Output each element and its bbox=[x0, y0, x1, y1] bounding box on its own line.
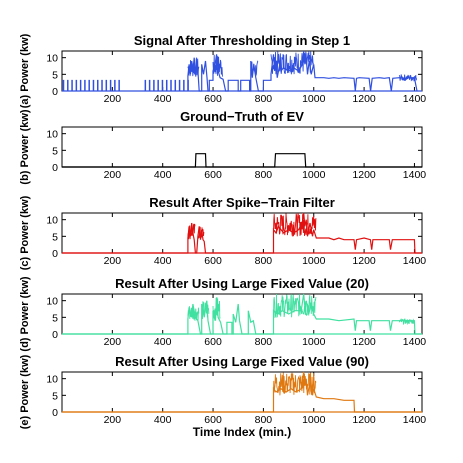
panel-0: Signal After Thresholding in Step 1 (a) P… bbox=[19, 33, 426, 108]
series-line bbox=[62, 293, 422, 335]
series-dense bbox=[398, 74, 418, 82]
x-tick-label: 1400 bbox=[403, 414, 427, 426]
series-line bbox=[62, 212, 422, 254]
series-line bbox=[62, 153, 422, 168]
x-tick-label: 400 bbox=[154, 169, 172, 181]
x-tick-label: 1200 bbox=[352, 169, 376, 181]
axes-box bbox=[61, 212, 423, 254]
x-tick-label: 600 bbox=[204, 414, 222, 426]
y-tick-label: 10 bbox=[46, 296, 58, 308]
x-tick-label: 200 bbox=[104, 414, 122, 426]
x-tick-label: 1000 bbox=[302, 255, 326, 267]
axes-box bbox=[61, 50, 423, 92]
x-tick-label: 1200 bbox=[352, 336, 376, 348]
x-axis-label: Time Index (min.) bbox=[193, 425, 291, 439]
x-tick-label: 200 bbox=[104, 336, 122, 348]
x-tick-label: 1200 bbox=[352, 255, 376, 267]
y-axis-label: (e) Power (kw) bbox=[19, 354, 31, 429]
series-dense bbox=[273, 293, 317, 319]
x-tick-label: 1400 bbox=[403, 255, 427, 267]
x-tick-label: 1000 bbox=[302, 93, 326, 105]
panel-title: Ground−Truth of EV bbox=[180, 109, 304, 124]
panel-3: Result After Using Large Fixed Value (20… bbox=[19, 276, 426, 352]
x-tick-label: 1200 bbox=[352, 414, 376, 426]
x-tick-label: 800 bbox=[255, 255, 273, 267]
x-tick-label: 800 bbox=[255, 169, 273, 181]
x-tick-label: 800 bbox=[255, 336, 273, 348]
axes-box bbox=[61, 371, 423, 413]
panel-title: Result After Using Large Fixed Value (20… bbox=[115, 276, 369, 291]
x-tick-label: 400 bbox=[154, 336, 172, 348]
series-dense bbox=[187, 223, 196, 240]
x-tick-label: 1400 bbox=[403, 93, 427, 105]
series-line bbox=[62, 371, 422, 413]
series-dense bbox=[212, 54, 224, 77]
x-tick-label: 1000 bbox=[302, 414, 326, 426]
series-spikes bbox=[144, 79, 189, 91]
x-tick-label: 400 bbox=[154, 414, 172, 426]
x-tick-label: 600 bbox=[204, 336, 222, 348]
y-axis-label: (d) Power (kw) bbox=[19, 276, 31, 352]
series-dense bbox=[273, 213, 317, 237]
x-tick-label: 400 bbox=[154, 255, 172, 267]
y-tick-label: 10 bbox=[46, 374, 58, 386]
x-tick-label: 1400 bbox=[403, 336, 427, 348]
series-dense bbox=[187, 306, 200, 321]
y-tick-label: 0 bbox=[52, 329, 58, 341]
x-tick-label: 600 bbox=[204, 255, 222, 267]
x-tick-label: 400 bbox=[154, 93, 172, 105]
x-tick-label: 800 bbox=[255, 414, 273, 426]
y-tick-label: 5 bbox=[52, 69, 58, 81]
series-dense bbox=[187, 56, 200, 77]
x-tick-label: 600 bbox=[204, 169, 222, 181]
axes-box bbox=[61, 293, 423, 335]
panel-4: Result After Using Large Fixed Value (90… bbox=[19, 354, 426, 439]
x-tick-label: 600 bbox=[204, 93, 222, 105]
x-tick-label: 1000 bbox=[302, 336, 326, 348]
series-line bbox=[187, 50, 418, 92]
y-tick-label: 5 bbox=[52, 312, 58, 324]
panel-2: Result After Spike−Train Filter (c) Power… bbox=[19, 195, 426, 270]
series-dense bbox=[250, 60, 259, 76]
series-dense bbox=[197, 226, 205, 239]
y-axis-label: (c) Power (kw) bbox=[19, 195, 31, 270]
y-tick-label: 10 bbox=[46, 53, 58, 65]
y-axis-label: (b) Power (kw) bbox=[19, 109, 31, 185]
y-tick-label: 10 bbox=[46, 129, 58, 141]
panel-1: Ground−Truth of EV (b) Power (kw) 0 5 10 200 4… bbox=[19, 109, 426, 185]
x-tick-label: 1200 bbox=[352, 93, 376, 105]
series-dense bbox=[270, 51, 314, 75]
y-tick-label: 0 bbox=[52, 162, 58, 174]
y-tick-label: 5 bbox=[52, 390, 58, 402]
y-tick-label: 0 bbox=[52, 86, 58, 98]
x-tick-label: 1000 bbox=[302, 169, 326, 181]
series-dense bbox=[201, 301, 210, 320]
y-tick-label: 0 bbox=[52, 248, 58, 260]
x-tick-label: 1400 bbox=[403, 169, 427, 181]
x-tick-label: 800 bbox=[255, 93, 273, 105]
x-tick-label: 200 bbox=[104, 255, 122, 267]
axes-box bbox=[61, 126, 423, 168]
y-axis-label: (a) Power (kw) bbox=[19, 33, 31, 108]
y-tick-label: 5 bbox=[52, 145, 58, 157]
y-tick-label: 10 bbox=[46, 215, 58, 227]
x-tick-label: 200 bbox=[104, 169, 122, 181]
x-tick-label: 200 bbox=[104, 93, 122, 105]
series-dense bbox=[398, 318, 415, 326]
panel-title: Result After Using Large Fixed Value (90… bbox=[115, 354, 369, 369]
y-tick-label: 5 bbox=[52, 231, 58, 243]
panel-title: Result After Spike−Train Filter bbox=[149, 195, 335, 210]
series-dense bbox=[212, 297, 221, 321]
panel-title: Signal After Thresholding in Step 1 bbox=[134, 33, 350, 48]
series-dense bbox=[273, 372, 317, 396]
y-tick-label: 0 bbox=[52, 407, 58, 419]
series-spikes bbox=[62, 79, 120, 91]
